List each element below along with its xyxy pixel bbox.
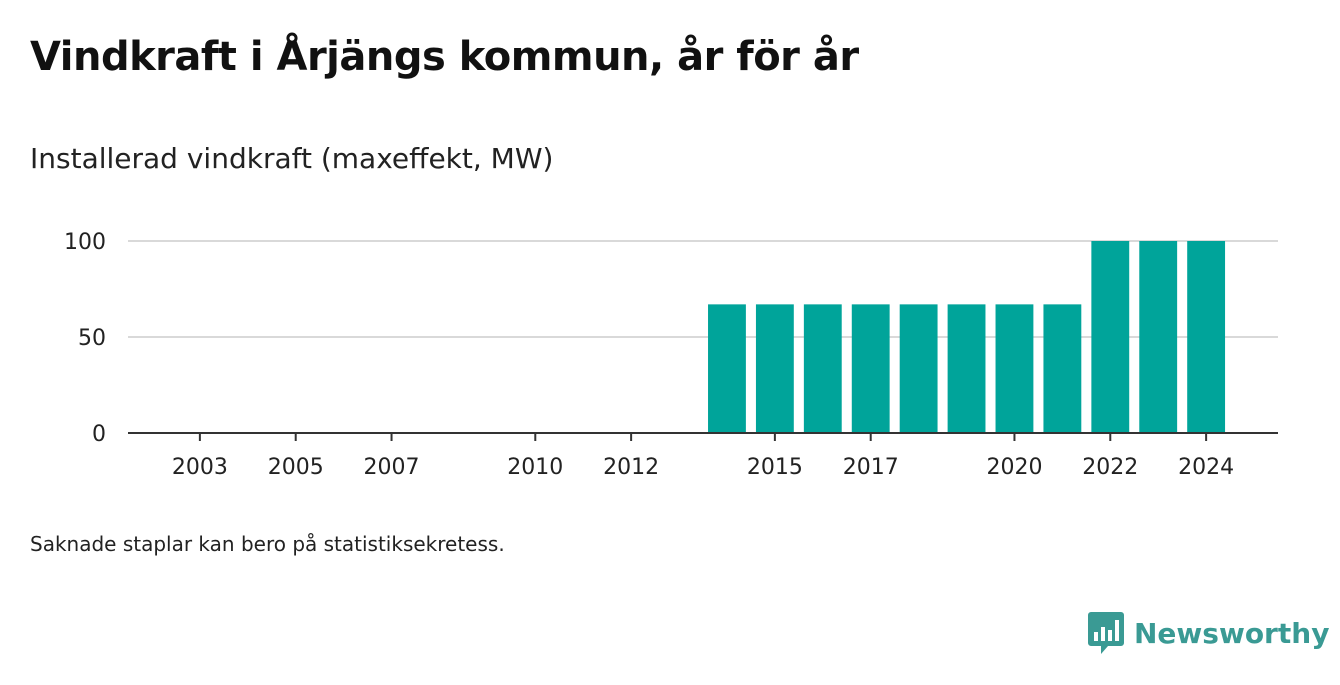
x-tick-label: 2003 <box>172 455 228 480</box>
bar <box>995 304 1034 433</box>
bar <box>1187 241 1226 433</box>
bars <box>708 241 1226 433</box>
y-tick-label: 0 <box>92 422 106 447</box>
bar <box>708 304 746 433</box>
grid-lines <box>128 240 1278 338</box>
bar <box>1091 241 1130 433</box>
x-tick-label: 2007 <box>364 455 420 480</box>
bar <box>1043 304 1082 433</box>
bar <box>851 304 890 433</box>
bar <box>947 304 986 433</box>
x-tick-labels: 2003 2005 2007 2010 2012 2015 2017 2020 2022 2024 <box>172 455 1234 480</box>
x-tick-label: 2017 <box>843 455 899 480</box>
y-tick-label: 100 <box>64 230 106 255</box>
x-tick-label: 2015 <box>747 455 803 480</box>
x-axis <box>128 432 1278 441</box>
chart-subtitle: Installerad vindkraft (maxeffekt, MW) <box>30 142 554 175</box>
newsworthy-logo-icon <box>1088 612 1124 654</box>
x-tick-label: 2022 <box>1082 455 1138 480</box>
x-tick-label: 2024 <box>1178 455 1234 480</box>
bar <box>755 304 794 433</box>
brand-logo: Newsworthy <box>1088 612 1329 654</box>
x-tick-label: 2012 <box>603 455 659 480</box>
x-tick-label: 2020 <box>986 455 1042 480</box>
x-tick-label: 2005 <box>268 455 324 480</box>
brand-name: Newsworthy <box>1134 616 1330 650</box>
x-tick-label: 2010 <box>507 455 563 480</box>
bar <box>899 304 938 433</box>
bar <box>1139 241 1178 433</box>
y-tick-labels: 0 50 100 <box>64 230 106 447</box>
chart-title: Vindkraft i Årjängs kommun, år för år <box>30 34 859 80</box>
y-tick-label: 50 <box>78 326 106 351</box>
bar <box>803 304 842 433</box>
footnote: Saknade staplar kan bero på statistiksek… <box>30 532 505 556</box>
